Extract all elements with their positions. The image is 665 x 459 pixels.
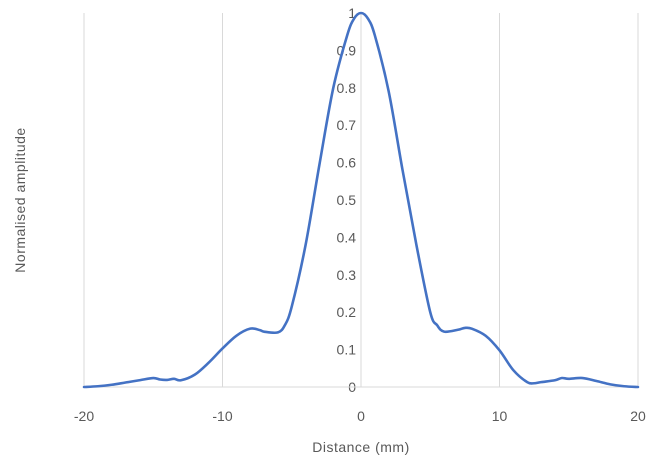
y-tick-label: 0.1 [337,342,357,358]
x-axis-tick-labels: -20 -10 0 10 20 [74,408,646,424]
x-tick-label: -10 [212,408,232,424]
x-tick-label: 20 [630,408,646,424]
y-tick-label: 1 [348,5,356,21]
y-tick-label: 0.9 [337,42,357,58]
x-tick-label: 0 [357,408,365,424]
y-tick-label: 0.4 [337,229,357,245]
gridlines [83,13,639,387]
y-axis-title: Normalised amplitude [12,127,28,272]
y-tick-label: 0.8 [337,80,357,96]
x-tick-label: -20 [74,408,94,424]
y-tick-label: 0.6 [337,155,357,171]
y-tick-label: 0.2 [337,304,357,320]
y-tick-label: 0.5 [337,192,357,208]
y-tick-label: 0.7 [337,117,357,133]
x-tick-label: 10 [492,408,508,424]
series-line [82,11,640,389]
y-tick-label: 0.3 [337,267,357,283]
x-axis-title: Distance (mm) [312,439,410,455]
